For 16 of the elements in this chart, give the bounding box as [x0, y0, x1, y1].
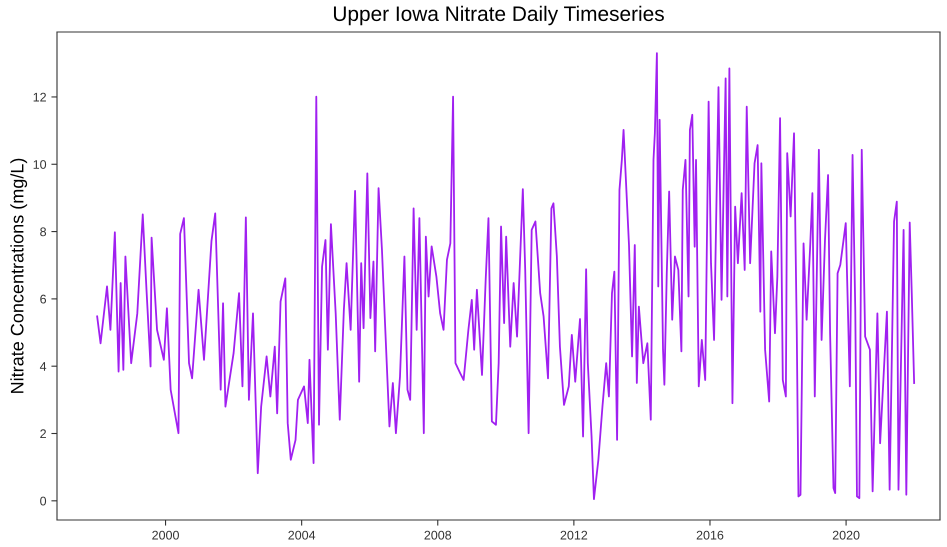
y-tick-label: 0	[40, 496, 46, 506]
y-tick-label: 12	[34, 92, 46, 102]
x-tick-label: 2012	[560, 530, 588, 540]
y-tick-label: 4	[40, 362, 46, 371]
x-tick-label: 2008	[424, 530, 452, 540]
y-tick-label: 2	[40, 429, 46, 438]
y-tick-label: 10	[34, 160, 46, 169]
x-tick-label: 2000	[152, 530, 179, 540]
chart-title: Upper Iowa Nitrate Daily Timeseries	[334, 6, 664, 26]
x-tick-label: 2004	[288, 530, 316, 540]
y-axis-title: Nitrate Concentrations (mg/L)	[10, 158, 28, 393]
line-series	[96, 52, 916, 500]
y-tick-label: 6	[40, 294, 46, 304]
x-tick-label: 2020	[832, 530, 860, 540]
x-tick-label: 2016	[696, 530, 724, 540]
y-tick-label: 8	[40, 227, 46, 236]
